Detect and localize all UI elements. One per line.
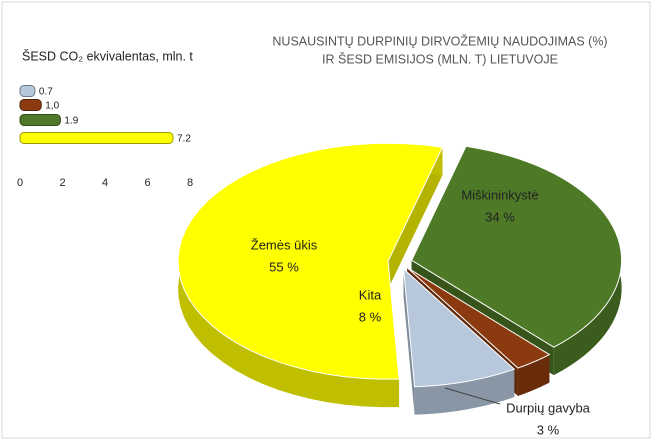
slice-wall <box>388 147 443 290</box>
bar-value-label: 7.2 <box>177 134 191 145</box>
slice-label: Durpių gavyba <box>506 400 591 415</box>
pie-title-line: IR ŠESD EMISIJOS (MLN. T) LIETUVOJE <box>322 51 558 66</box>
slice-value-label: 55 % <box>269 259 299 274</box>
slice-value-label: 8 % <box>359 309 382 324</box>
slice-label: Žemės ūkis <box>251 237 318 252</box>
slice-value-label: 34 % <box>485 209 515 224</box>
bar <box>19 99 42 111</box>
leader-line <box>444 387 501 405</box>
x-tick-label: 2 <box>59 177 65 189</box>
bar <box>19 85 36 97</box>
slice <box>411 145 623 348</box>
slice <box>406 267 551 369</box>
slice-wall <box>403 268 415 415</box>
slice-value-label: 3 % <box>537 422 560 437</box>
slice <box>177 142 444 380</box>
bar-value-label: 1.9 <box>64 116 78 127</box>
bar <box>19 132 174 144</box>
bar-title: ŠESD CO₂ ekvivalentas, mln. t <box>22 48 193 63</box>
x-tick-label: 8 <box>187 177 193 189</box>
slice-label: Kita <box>359 287 382 302</box>
slice <box>402 267 516 388</box>
bar-value-label: 1,0 <box>45 101 59 112</box>
bar <box>19 114 61 126</box>
pie-title-line: NUSAUSINTŲ DURPINIŲ DIRVOŽEMIŲ NAUDOJIMA… <box>272 33 607 48</box>
x-tick-label: 0 <box>17 177 23 189</box>
bar-value-label: 0.7 <box>39 87 53 98</box>
slice-side <box>517 354 550 397</box>
x-tick-label: 6 <box>144 177 150 189</box>
x-tick-label: 4 <box>102 177 108 189</box>
slice-side <box>414 369 515 415</box>
slice-label: Miškininkystė <box>461 187 538 202</box>
